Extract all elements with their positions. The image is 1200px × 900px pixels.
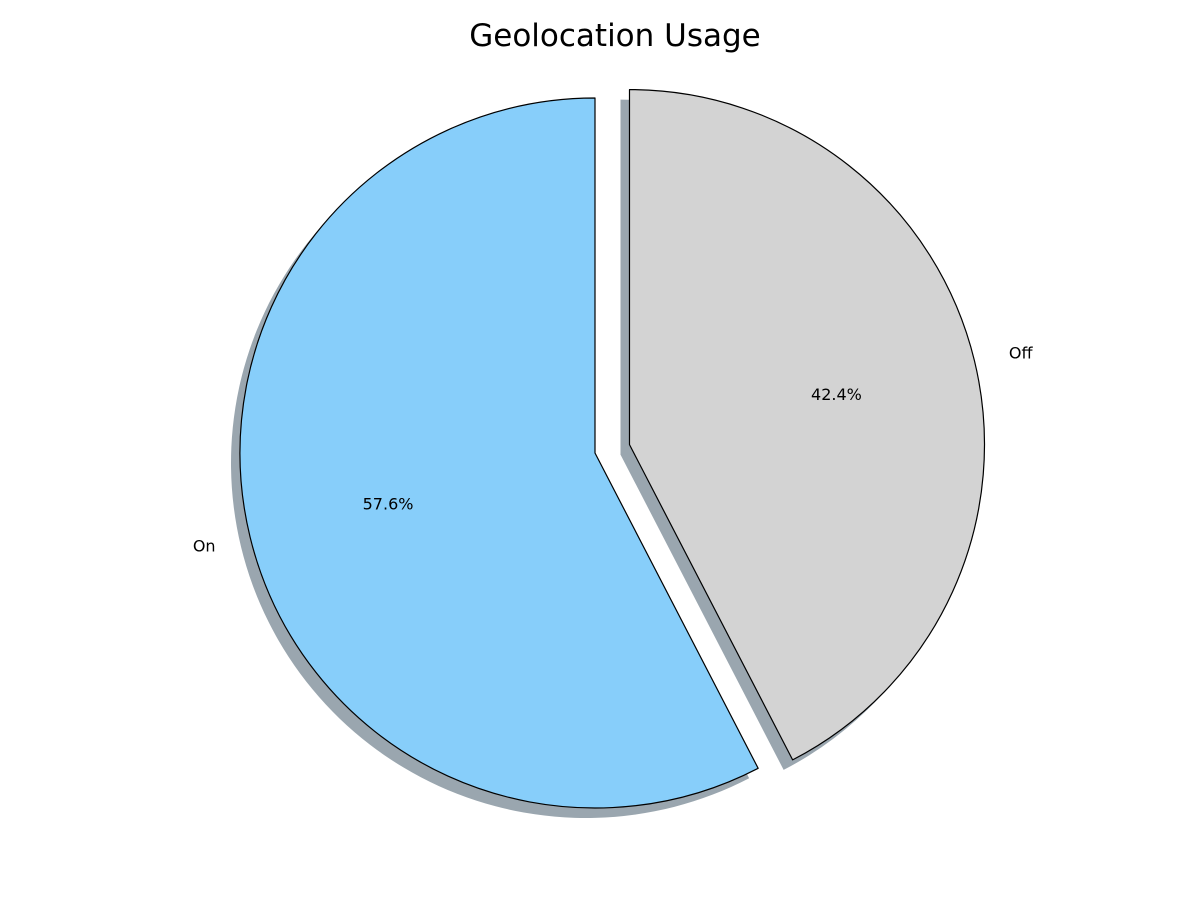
slice-label-on: On	[193, 536, 216, 555]
slice-off	[628, 89, 986, 761]
label-layer: On 57.6% Off 42.4%	[193, 343, 1034, 555]
percent-label-on: 57.6%	[363, 494, 414, 513]
slice-label-off: Off	[1009, 343, 1034, 362]
slice-layer	[239, 89, 986, 809]
chart-title: Geolocation Usage	[469, 18, 761, 54]
slice-on	[239, 97, 759, 809]
percent-label-off: 42.4%	[811, 385, 862, 404]
